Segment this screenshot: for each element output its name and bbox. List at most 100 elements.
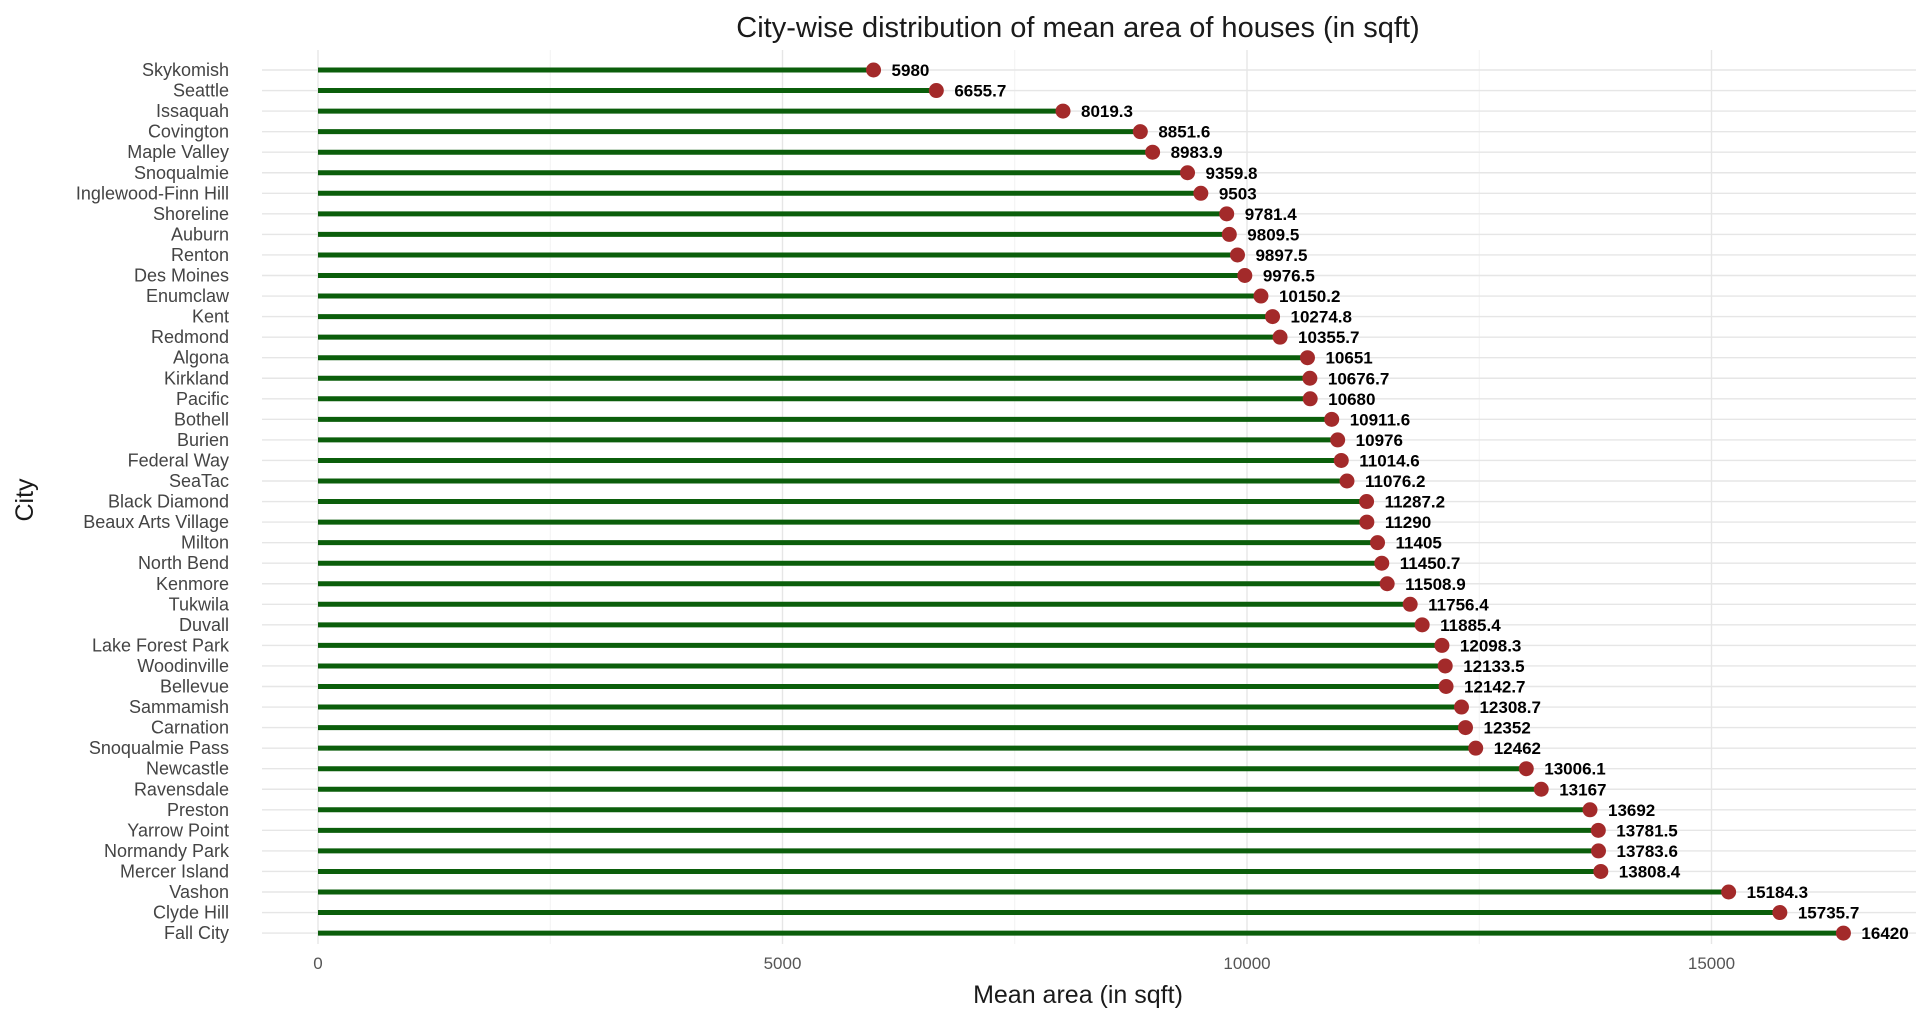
x-tick-label: 15000 xyxy=(1688,954,1735,973)
data-label: 12133.5 xyxy=(1463,657,1524,676)
y-tick-label: North Bend xyxy=(138,553,229,573)
y-tick-label: Auburn xyxy=(171,224,229,244)
x-axis-title: Mean area (in sqft) xyxy=(973,981,1183,1009)
data-label: 9809.5 xyxy=(1247,225,1299,244)
lollipop-dot xyxy=(1533,781,1549,797)
lollipop-dot xyxy=(1219,206,1235,222)
data-label: 10911.6 xyxy=(1350,410,1411,429)
lollipop-dot xyxy=(1359,494,1375,510)
y-tick-label: Maple Valley xyxy=(127,142,229,162)
data-label: 11287.2 xyxy=(1385,493,1446,512)
data-label: 12352 xyxy=(1484,719,1531,738)
y-tick-label: Kirkland xyxy=(164,368,229,388)
y-tick-label: Fall City xyxy=(164,923,229,943)
y-tick-label: Newcastle xyxy=(146,759,229,779)
data-label: 12098.3 xyxy=(1460,636,1521,655)
data-label: 11450.7 xyxy=(1400,554,1461,573)
lollipop-dot xyxy=(1518,761,1534,777)
y-tick-label: Shoreline xyxy=(153,204,229,224)
x-tick-label: 5000 xyxy=(764,954,802,973)
y-tick-label: Sammamish xyxy=(129,697,229,717)
x-axis-ticks: 0 5000 10000 15000 xyxy=(313,954,1735,973)
lollipop-dot xyxy=(1324,411,1340,427)
data-label: 10976 xyxy=(1356,431,1403,450)
lollipop-dot xyxy=(1402,596,1418,612)
y-tick-label: Pacific xyxy=(176,389,229,409)
lollipop-dot xyxy=(1772,905,1788,921)
lollipop-dot xyxy=(1229,247,1245,263)
y-tick-label: Des Moines xyxy=(134,266,229,286)
data-label: 9503 xyxy=(1219,184,1257,203)
lollipop-dot xyxy=(1593,863,1609,879)
data-label: 13783.6 xyxy=(1616,842,1677,861)
y-tick-label: Milton xyxy=(181,533,229,553)
data-label: 9976.5 xyxy=(1263,267,1315,286)
y-tick-label: Black Diamond xyxy=(108,492,229,512)
data-label: 9897.5 xyxy=(1255,246,1307,265)
y-tick-label: Issaquah xyxy=(156,101,229,121)
lollipop-dot xyxy=(1221,226,1237,242)
y-axis-title: City xyxy=(11,478,39,522)
y-tick-label: Inglewood-Finn Hill xyxy=(76,183,229,203)
y-tick-label: Enumclaw xyxy=(146,286,230,306)
lollipop-dot xyxy=(1438,679,1454,694)
y-tick-label: Bothell xyxy=(174,409,229,429)
lollipop-dot xyxy=(1330,432,1346,448)
y-tick-label: Beaux Arts Village xyxy=(83,512,229,532)
lollipop-dot xyxy=(1370,535,1386,551)
y-tick-label: Renton xyxy=(171,245,229,265)
lollipop-dot xyxy=(1590,822,1606,838)
data-label: 13006.1 xyxy=(1544,760,1605,779)
lollipop-dot xyxy=(1193,185,1209,201)
data-label: 9781.4 xyxy=(1245,205,1298,224)
lollipop-dot xyxy=(1145,144,1161,160)
data-label: 13781.5 xyxy=(1616,821,1677,840)
data-label: 12142.7 xyxy=(1464,678,1525,697)
y-tick-label: Snoqualmie Pass xyxy=(89,738,229,758)
y-tick-label: Redmond xyxy=(151,327,229,347)
lollipop-dot xyxy=(1339,473,1355,489)
lollipop-dot xyxy=(1590,843,1606,859)
lollipop-dot xyxy=(1379,576,1395,592)
data-label: 11290 xyxy=(1385,513,1431,532)
y-tick-label: Carnation xyxy=(151,718,229,738)
data-label: 10150.2 xyxy=(1279,287,1340,306)
y-tick-label: Bellevue xyxy=(160,677,229,697)
chart-marks xyxy=(318,62,1851,941)
data-label: 11885.4 xyxy=(1440,616,1501,635)
lollipop-dot xyxy=(1453,699,1469,715)
data-label: 11405 xyxy=(1396,534,1442,553)
data-label: 13808.4 xyxy=(1619,862,1681,881)
y-tick-label: Yarrow Point xyxy=(127,820,229,840)
y-tick-label: Vashon xyxy=(169,882,229,902)
lollipop-dot xyxy=(1434,637,1450,653)
x-tick-label: 10000 xyxy=(1223,954,1270,973)
data-label: 12308.7 xyxy=(1479,698,1540,717)
lollipop-dot xyxy=(1582,802,1598,818)
lollipop-dot xyxy=(1374,555,1390,571)
y-tick-label: Mercer Island xyxy=(120,861,229,881)
data-label: 15184.3 xyxy=(1747,883,1808,902)
y-tick-label: SeaTac xyxy=(169,471,229,491)
data-label: 10355.7 xyxy=(1298,328,1359,347)
lollipop-dot xyxy=(1721,884,1737,900)
y-tick-label: Clyde Hill xyxy=(153,903,229,923)
data-label: 8019.3 xyxy=(1081,102,1133,121)
y-tick-label: Ravensdale xyxy=(134,779,229,799)
y-tick-label: Covington xyxy=(148,122,229,142)
lollipop-dot xyxy=(1302,391,1318,407)
lollipop-dot xyxy=(1414,617,1430,633)
data-label: 11756.4 xyxy=(1428,595,1489,614)
data-label: 11076.2 xyxy=(1365,472,1426,491)
y-tick-label: Kent xyxy=(192,307,229,327)
y-tick-label: Skykomish xyxy=(142,60,229,80)
y-tick-label: Federal Way xyxy=(128,450,229,470)
data-label: 6655.7 xyxy=(954,82,1006,101)
data-label: 9359.8 xyxy=(1206,164,1258,183)
data-label: 13692 xyxy=(1608,801,1655,820)
data-label: 11508.9 xyxy=(1405,575,1466,594)
lollipop-dot xyxy=(1253,288,1269,304)
data-label: 5980 xyxy=(892,61,930,80)
data-label: 10274.8 xyxy=(1291,308,1352,327)
lollipop-dot xyxy=(1835,925,1851,941)
